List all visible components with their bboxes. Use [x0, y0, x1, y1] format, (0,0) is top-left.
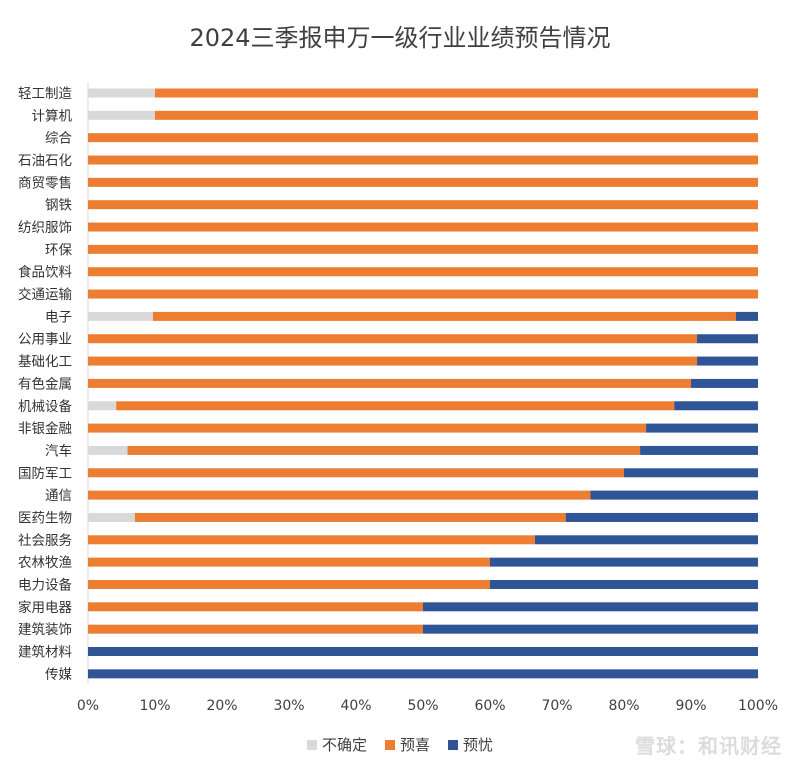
bar-segment-positive — [116, 401, 675, 411]
bar-segment-uncertain — [88, 512, 135, 522]
bar-segment-positive — [88, 334, 698, 344]
x-tick-label: 80% — [608, 698, 639, 714]
legend-item-negative: 预忧 — [448, 734, 493, 755]
bar-segment-positive — [88, 222, 758, 232]
bar-segment-positive — [88, 535, 535, 545]
category-label: 交通运输 — [18, 286, 72, 303]
category-label: 农林牧渔 — [18, 555, 72, 571]
category-label: 综合 — [45, 131, 72, 147]
category-label: 电子 — [45, 309, 72, 325]
bar-segment-negative — [88, 669, 758, 679]
x-tick-label: 30% — [273, 698, 304, 714]
category-label: 建筑装饰 — [18, 622, 72, 638]
category-label: 食品饮料 — [18, 264, 72, 281]
bar-segment-negative — [646, 423, 758, 433]
legend-item-uncertain: 不确定 — [306, 734, 367, 755]
category-label: 传媒 — [45, 667, 72, 683]
bar-segment-positive — [155, 110, 758, 120]
category-label: 纺织服饰 — [18, 220, 72, 236]
bar-segment-negative — [735, 311, 758, 321]
bar-segment-positive — [88, 602, 423, 612]
category-label: 石油石化 — [18, 153, 72, 169]
category-label: 钢铁 — [45, 198, 72, 214]
bar-segment-negative — [691, 378, 758, 388]
bar-segment-negative — [697, 334, 758, 344]
category-label: 轻工制造 — [18, 86, 72, 102]
bar-segment-positive — [134, 512, 566, 522]
category-label: 商贸零售 — [18, 175, 72, 191]
x-tick-label: 50% — [407, 698, 438, 714]
category-label: 汽车 — [45, 442, 72, 459]
bar-segment-positive — [88, 624, 423, 634]
x-tick-label: 100% — [738, 698, 778, 714]
x-tick-label: 40% — [340, 698, 371, 714]
bar-segment-negative — [624, 468, 758, 478]
bar-segment-positive — [88, 378, 691, 388]
watermark: 雪球：和讯财经 — [635, 734, 782, 758]
legend-swatch-uncertain — [306, 739, 317, 750]
bar-segment-negative — [423, 624, 758, 634]
category-label: 社会服务 — [18, 533, 72, 549]
legend-item-positive: 预喜 — [384, 734, 430, 755]
category-label: 公用事业 — [18, 332, 72, 348]
bar-segment-positive — [88, 356, 698, 366]
bar-segment-negative — [590, 490, 758, 500]
bar-segment-positive — [88, 177, 758, 187]
legend-swatch-positive — [384, 739, 395, 750]
bar-segment-positive — [88, 490, 591, 500]
x-tick-label: 10% — [139, 698, 170, 714]
bar-segment-negative — [88, 647, 758, 656]
bar-segment-positive — [88, 267, 758, 277]
legend-label-uncertain: 不确定 — [321, 736, 367, 754]
bar-segment-negative — [565, 512, 758, 522]
bar-segment-positive — [88, 133, 758, 143]
category-label: 国防军工 — [18, 466, 72, 482]
category-label: 建筑材料 — [18, 645, 72, 661]
category-label: 医药生物 — [18, 510, 72, 526]
legend-label-positive: 预喜 — [399, 736, 430, 754]
bar-segment-positive — [152, 311, 736, 321]
x-tick-label: 70% — [541, 698, 572, 714]
bar-segment-negative — [423, 602, 758, 612]
category-label: 有色金属 — [18, 375, 72, 392]
x-tick-label: 20% — [206, 698, 237, 714]
x-tick-label: 60% — [474, 698, 505, 714]
bar-segment-uncertain — [88, 110, 155, 120]
bar-segment-negative — [640, 445, 758, 455]
bar-segment-positive — [88, 557, 490, 567]
bar-segment-positive — [155, 88, 758, 98]
category-label: 机械设备 — [18, 398, 72, 415]
legend-label-negative: 预忧 — [463, 736, 494, 754]
category-label: 通信 — [45, 488, 72, 504]
bar-segment-positive — [88, 468, 624, 478]
bar-segment-positive — [127, 445, 641, 455]
x-tick-label: 0% — [77, 698, 99, 714]
category-label: 家用电器 — [18, 599, 72, 616]
bar-segment-negative — [674, 401, 758, 411]
bar-segment-positive — [88, 423, 647, 433]
category-label: 环保 — [45, 242, 72, 258]
category-label: 电力设备 — [18, 576, 72, 593]
bar-segment-negative — [697, 356, 758, 366]
chart-legend: 不确定 预喜 预忧 — [0, 734, 800, 755]
legend-swatch-negative — [448, 739, 458, 750]
category-label: 基础化工 — [18, 353, 72, 370]
bar-segment-uncertain — [88, 445, 128, 455]
bar-segment-negative — [534, 535, 758, 545]
category-label: 计算机 — [32, 108, 73, 124]
bar-segment-positive — [88, 289, 758, 299]
bar-segment-negative — [490, 579, 758, 589]
bar-segment-uncertain — [88, 311, 153, 321]
bar-segment-positive — [88, 200, 758, 210]
bar-segment-uncertain — [88, 401, 117, 411]
bar-segment-uncertain — [88, 88, 155, 98]
bar-segment-positive — [88, 155, 758, 165]
chart-title: 2024三季报申万一级行业业绩预告情况 — [189, 24, 611, 52]
bar-segment-negative — [490, 557, 758, 567]
bar-segment-positive — [88, 244, 758, 254]
bar-segment-positive — [88, 579, 490, 589]
category-label: 非银金融 — [18, 421, 72, 437]
x-tick-label: 90% — [675, 698, 706, 714]
